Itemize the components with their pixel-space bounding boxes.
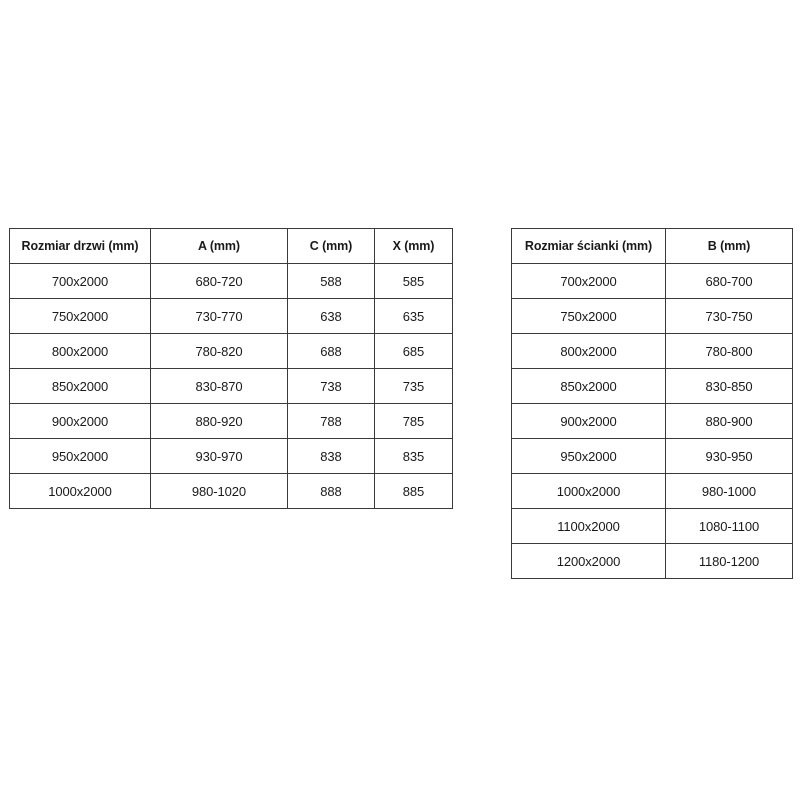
cell-b: 830-850 (665, 368, 793, 404)
cell-b: 680-700 (665, 263, 793, 299)
table-row: 950x2000 930-950 (511, 438, 793, 474)
column-header-c: C (mm) (287, 228, 375, 264)
table-row: 800x2000 780-820 688 685 (9, 333, 453, 369)
cell-wall-size: 850x2000 (511, 368, 666, 404)
column-header-wall-size: Rozmiar ścianki (mm) (511, 228, 666, 264)
cell-door-size: 900x2000 (9, 403, 151, 439)
cell-x: 635 (374, 298, 453, 334)
cell-x: 785 (374, 403, 453, 439)
table-row: 800x2000 780-800 (511, 333, 793, 369)
cell-wall-size: 900x2000 (511, 403, 666, 439)
table-row: 750x2000 730-770 638 635 (9, 298, 453, 334)
column-header-b: B (mm) (665, 228, 793, 264)
cell-wall-size: 1200x2000 (511, 543, 666, 579)
column-header-door-size: Rozmiar drzwi (mm) (9, 228, 151, 264)
cell-c: 688 (287, 333, 375, 369)
table-row: 900x2000 880-920 788 785 (9, 403, 453, 439)
cell-c: 888 (287, 473, 375, 509)
wall-panel-size-table: Rozmiar ścianki (mm) B (mm) 700x2000 680… (511, 228, 793, 579)
cell-a: 730-770 (150, 298, 288, 334)
door-size-table: Rozmiar drzwi (mm) A (mm) C (mm) X (mm) … (9, 228, 453, 509)
cell-a: 780-820 (150, 333, 288, 369)
cell-b: 980-1000 (665, 473, 793, 509)
cell-b: 1180-1200 (665, 543, 793, 579)
cell-x: 685 (374, 333, 453, 369)
cell-wall-size: 800x2000 (511, 333, 666, 369)
cell-b: 930-950 (665, 438, 793, 474)
cell-x: 735 (374, 368, 453, 404)
cell-wall-size: 1100x2000 (511, 508, 666, 544)
cell-a: 680-720 (150, 263, 288, 299)
table-row: 1000x2000 980-1020 888 885 (9, 473, 453, 509)
cell-door-size: 700x2000 (9, 263, 151, 299)
table-row: 850x2000 830-850 (511, 368, 793, 404)
column-header-x: X (mm) (374, 228, 453, 264)
table-row: 850x2000 830-870 738 735 (9, 368, 453, 404)
cell-c: 738 (287, 368, 375, 404)
table-row: 950x2000 930-970 838 835 (9, 438, 453, 474)
table-row: 1100x2000 1080-1100 (511, 508, 793, 544)
table-row: 700x2000 680-700 (511, 263, 793, 299)
cell-x: 885 (374, 473, 453, 509)
cell-b: 1080-1100 (665, 508, 793, 544)
cell-b: 730-750 (665, 298, 793, 334)
table-header-row: Rozmiar drzwi (mm) A (mm) C (mm) X (mm) (9, 228, 453, 264)
cell-b: 880-900 (665, 403, 793, 439)
cell-b: 780-800 (665, 333, 793, 369)
cell-wall-size: 700x2000 (511, 263, 666, 299)
cell-a: 930-970 (150, 438, 288, 474)
table-row: 1000x2000 980-1000 (511, 473, 793, 509)
cell-a: 980-1020 (150, 473, 288, 509)
cell-door-size: 850x2000 (9, 368, 151, 404)
cell-c: 788 (287, 403, 375, 439)
cell-door-size: 1000x2000 (9, 473, 151, 509)
cell-x: 835 (374, 438, 453, 474)
cell-door-size: 800x2000 (9, 333, 151, 369)
table-header-row: Rozmiar ścianki (mm) B (mm) (511, 228, 793, 264)
table-row: 700x2000 680-720 588 585 (9, 263, 453, 299)
cell-a: 880-920 (150, 403, 288, 439)
table-row: 1200x2000 1180-1200 (511, 543, 793, 579)
cell-c: 588 (287, 263, 375, 299)
column-header-a: A (mm) (150, 228, 288, 264)
cell-door-size: 750x2000 (9, 298, 151, 334)
cell-wall-size: 950x2000 (511, 438, 666, 474)
cell-c: 638 (287, 298, 375, 334)
cell-x: 585 (374, 263, 453, 299)
cell-a: 830-870 (150, 368, 288, 404)
cell-wall-size: 750x2000 (511, 298, 666, 334)
cell-wall-size: 1000x2000 (511, 473, 666, 509)
table-row: 750x2000 730-750 (511, 298, 793, 334)
cell-door-size: 950x2000 (9, 438, 151, 474)
cell-c: 838 (287, 438, 375, 474)
table-row: 900x2000 880-900 (511, 403, 793, 439)
